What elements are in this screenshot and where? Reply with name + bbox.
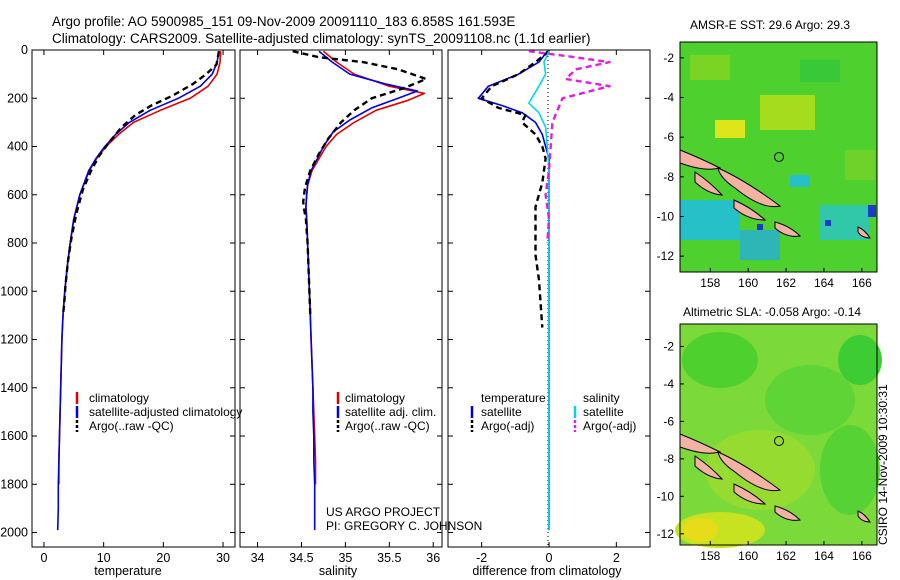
legend-label-climatology: climatology (345, 391, 405, 405)
legend-label-temp-satellite: satellite (481, 405, 522, 419)
profile-title: Argo profile: AO 5900985_151 09-Nov-2009… (52, 14, 516, 29)
y-tick-label: 400 (7, 140, 28, 154)
project-name: US ARGO PROJECT (326, 505, 441, 519)
x-tick-label: 34 (251, 551, 265, 565)
series-line-1-2 (292, 50, 428, 316)
legend-title-temperature: temperature (481, 391, 546, 405)
salinity-axis-label: salinity (319, 564, 358, 578)
map-x-tick-label: 160 (738, 549, 758, 563)
temperature-panel (31, 49, 236, 548)
map-x-tick-label: 162 (776, 276, 796, 290)
argo-float-marker (774, 152, 784, 162)
legend-label-argo: Argo(..raw -QC) (89, 419, 174, 433)
map-x-tick-label: 162 (776, 549, 796, 563)
map-y-tick-label: -6 (663, 130, 674, 144)
map-y-tick-label: -4 (663, 377, 674, 391)
map-axis-ticks: 158 160 162 164 166 -2 -4 -6 -8 -10 -12 158 160 162 16… (657, 51, 873, 563)
map-x-tick-label: 166 (852, 549, 872, 563)
legend-label-temp-argo: Argo(-adj) (481, 419, 534, 433)
temperature-legend: climatology satellite-adjusted climatolo… (75, 391, 242, 433)
legend-label-sal-satellite: satellite (583, 405, 624, 419)
sst-map-frame (679, 41, 878, 273)
x-tick-label: 0 (40, 551, 47, 565)
legend-label-climatology: climatology (89, 391, 149, 405)
map-y-tick-label: -10 (657, 209, 675, 223)
sst-map (679, 41, 878, 273)
series-line-1-1 (305, 50, 419, 531)
map-x-tick-label: 164 (814, 549, 834, 563)
legend-title-salinity: salinity (583, 391, 620, 405)
sst-map-title: AMSR-E SST: 29.6 Argo: 29.3 (690, 18, 851, 32)
map-x-tick-label: 166 (852, 276, 872, 290)
x-tick-label: 34.5 (289, 551, 313, 565)
sla-map-frame (679, 323, 878, 546)
sla-map-title: Altimetric SLA: -0.058 Argo: -0.14 (683, 305, 862, 319)
legend-label-satellite: satellite-adjusted climatology (89, 405, 242, 419)
map-y-tick-label: -2 (663, 51, 674, 65)
salinity-panel (239, 49, 443, 548)
climatology-title: Climatology: CARS2009. Satellite-adjuste… (52, 31, 591, 46)
y-tick-label: 0 (21, 43, 28, 57)
timestamp-stamp: CSIRO 14-Nov-2009 10:30:31 (876, 384, 890, 545)
y-tick-label: 1000 (0, 284, 28, 298)
x-tick-label: 35 (338, 551, 352, 565)
map-y-tick-label: -12 (657, 249, 675, 263)
difference-series (477, 50, 611, 531)
y-tick-label: 2000 (0, 526, 28, 540)
x-tick-label: 36 (426, 551, 440, 565)
sst-map-patches (680, 55, 876, 260)
sla-map-land (679, 433, 871, 523)
sla-map (675, 323, 882, 548)
x-tick-label: -2 (476, 551, 487, 565)
map-x-tick-label: 164 (814, 276, 834, 290)
legend-label-sal-argo: Argo(-adj) (583, 419, 636, 433)
temperature-x-ticks: 0 10 20 30 (40, 50, 230, 565)
x-tick-label: 20 (156, 551, 170, 565)
argo-float-marker (774, 436, 784, 446)
x-tick-label: 35.5 (377, 551, 401, 565)
x-tick-label: 0 (546, 551, 553, 565)
legend-label-argo: Argo(..raw -QC) (345, 419, 430, 433)
y-tick-label: 1400 (0, 381, 28, 395)
difference-legend: temperature salinity satellite Argo(-adj… (470, 391, 636, 433)
map-x-tick-label: 158 (700, 276, 720, 290)
y-tick-label: 1200 (0, 333, 28, 347)
y-tick-label: 200 (7, 91, 28, 105)
salinity-x-ticks: 34 34.5 35 35.5 36 (251, 50, 440, 565)
y-tick-label: 800 (7, 236, 28, 250)
sst-map-land (679, 149, 871, 239)
series-line-2-2 (528, 50, 550, 531)
map-y-tick-label: -2 (663, 339, 674, 353)
y-tick-label: 1600 (0, 429, 28, 443)
map-x-tick-label: 160 (738, 276, 758, 290)
map-y-tick-label: -10 (657, 489, 675, 503)
depth-axis: 0 200 400 600 800 1000 1200 1400 1600 1800 2000 (0, 43, 650, 540)
salinity-series (292, 50, 428, 531)
project-pi: PI: GREGORY C. JOHNSON (326, 519, 482, 533)
series-line-2-3 (528, 50, 611, 244)
difference-axis-label: difference from climatology (472, 564, 622, 578)
x-tick-label: 30 (216, 551, 230, 565)
y-tick-label: 600 (7, 188, 28, 202)
temperature-axis-label: temperature (94, 564, 161, 578)
map-y-tick-label: -12 (657, 527, 675, 541)
series-line-2-1 (480, 50, 550, 328)
x-tick-label: 2 (613, 551, 620, 565)
legend-label-satellite: satellite adj. clim. (345, 405, 436, 419)
y-tick-label: 1800 (0, 477, 28, 491)
sla-map-patches (675, 332, 882, 548)
map-y-tick-label: -8 (663, 452, 674, 466)
map-y-tick-label: -8 (663, 170, 674, 184)
salinity-legend: climatology satellite adj. clim. Argo(..… (336, 391, 436, 433)
x-tick-label: 10 (97, 551, 111, 565)
map-y-tick-label: -6 (663, 414, 674, 428)
map-x-tick-label: 158 (700, 549, 720, 563)
temperature-series (56, 51, 222, 531)
map-y-tick-label: -4 (663, 91, 674, 105)
